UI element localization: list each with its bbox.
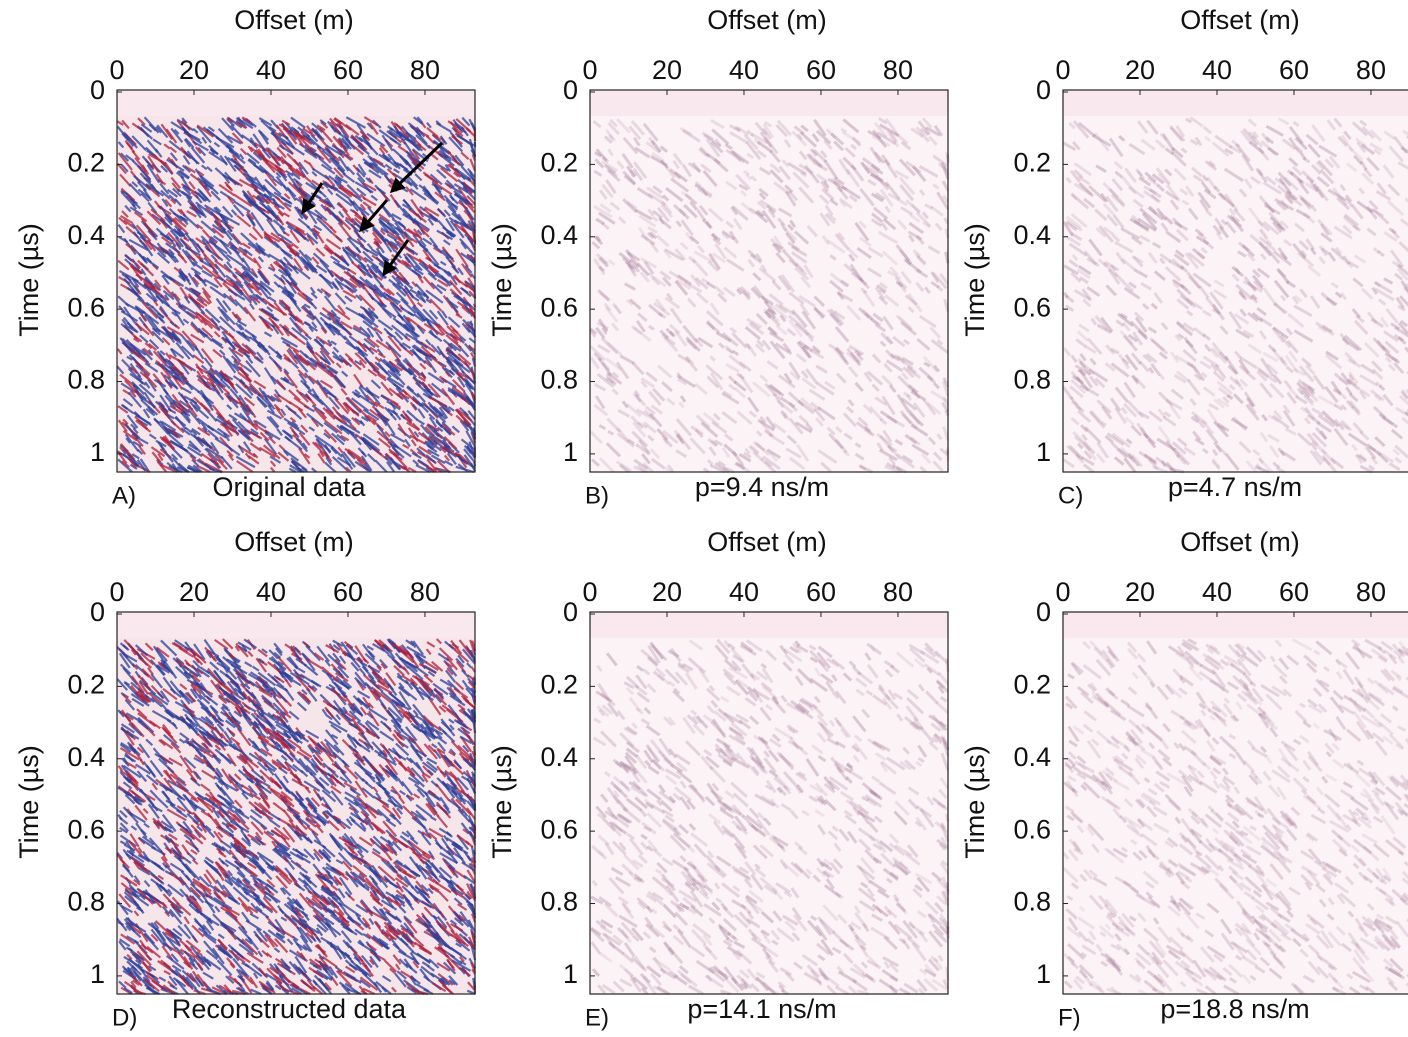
y-tick-label: 0.8 — [1013, 365, 1051, 395]
y-tick-label: 0.4 — [1013, 220, 1051, 250]
y-tick-label: 0.4 — [67, 220, 105, 250]
caption: p=9.4 ns/m — [695, 472, 829, 502]
y-tick-label: 0.2 — [540, 148, 578, 178]
x-tick-label: 0 — [582, 55, 597, 85]
y-axis-label: Time (µs) — [14, 223, 44, 337]
x-tick-label: 20 — [1125, 55, 1155, 85]
panel-label: B) — [585, 482, 609, 509]
top-band — [117, 90, 475, 116]
y-tick-label: 0.8 — [540, 365, 578, 395]
x-axis-label: Offset (m) — [707, 5, 827, 35]
caption: Original data — [212, 472, 366, 502]
top-band — [1063, 90, 1408, 116]
x-tick-label: 40 — [1202, 55, 1232, 85]
panels: Offset (m) 0 20 40 60 80 0 0.2 0.4 0.6 0.8 1 Time (µ… — [14, 5, 1408, 1031]
panel-label: A) — [112, 482, 136, 509]
x-axis-label: Offset (m) — [234, 5, 354, 35]
y-tick-label: 1 — [563, 437, 578, 467]
x-tick-label: 0 — [109, 55, 124, 85]
y-axis-label: Time (µs) — [487, 223, 517, 337]
y-axis-label: Time (µs) — [960, 223, 990, 337]
panel: Offset (m)02040608000.20.40.60.81Time (µ… — [14, 527, 475, 1031]
caption: p=4.7 ns/m — [1168, 472, 1302, 502]
x-tick-label: 20 — [179, 55, 209, 85]
top-band — [590, 90, 948, 116]
y-tick-label: 0.6 — [540, 292, 578, 322]
x-tick-label: 0 — [1055, 55, 1070, 85]
y-tick-label: 1 — [1036, 437, 1051, 467]
x-axis-label: Offset (m) — [1180, 5, 1300, 35]
x-tick-label: 60 — [806, 55, 836, 85]
x-tick-label: 60 — [1279, 55, 1309, 85]
y-tick-label: 0 — [1036, 75, 1051, 105]
x-tick-label: 20 — [652, 55, 682, 85]
top-band — [117, 612, 475, 638]
y-tick-label: 0.2 — [1013, 148, 1051, 178]
y-tick-label: 0.4 — [540, 220, 578, 250]
x-tick-label: 40 — [256, 55, 286, 85]
y-tick-label: 0.8 — [67, 365, 105, 395]
y-tick-label: 0.2 — [67, 148, 105, 178]
y-tick-label: 1 — [90, 437, 105, 467]
panel-label: C) — [1058, 482, 1083, 509]
panel: Offset (m) 0 20 40 60 80 0 0.2 0.4 0.6 0.8 1 Time (µ… — [14, 5, 475, 509]
y-tick-label: 0.6 — [67, 292, 105, 322]
x-tick-label: 60 — [333, 55, 363, 85]
x-tick-label: 40 — [729, 55, 759, 85]
y-tick-label: 0 — [563, 75, 578, 105]
panel: Offset (m) 0 20 40 60 80 0 0.2 0.4 0.6 0.8 1 Time (µ… — [487, 5, 948, 509]
x-tick-label: 80 — [1356, 55, 1386, 85]
x-tick-label: 80 — [410, 55, 440, 85]
x-tick-label: 80 — [883, 55, 913, 85]
panel: Offset (m) 0 20 40 60 80 0 0.2 0.4 0.6 0.8 1 Time (µ… — [960, 5, 1408, 509]
y-tick-label: 0.6 — [1013, 292, 1051, 322]
y-tick-label: 0 — [90, 75, 105, 105]
